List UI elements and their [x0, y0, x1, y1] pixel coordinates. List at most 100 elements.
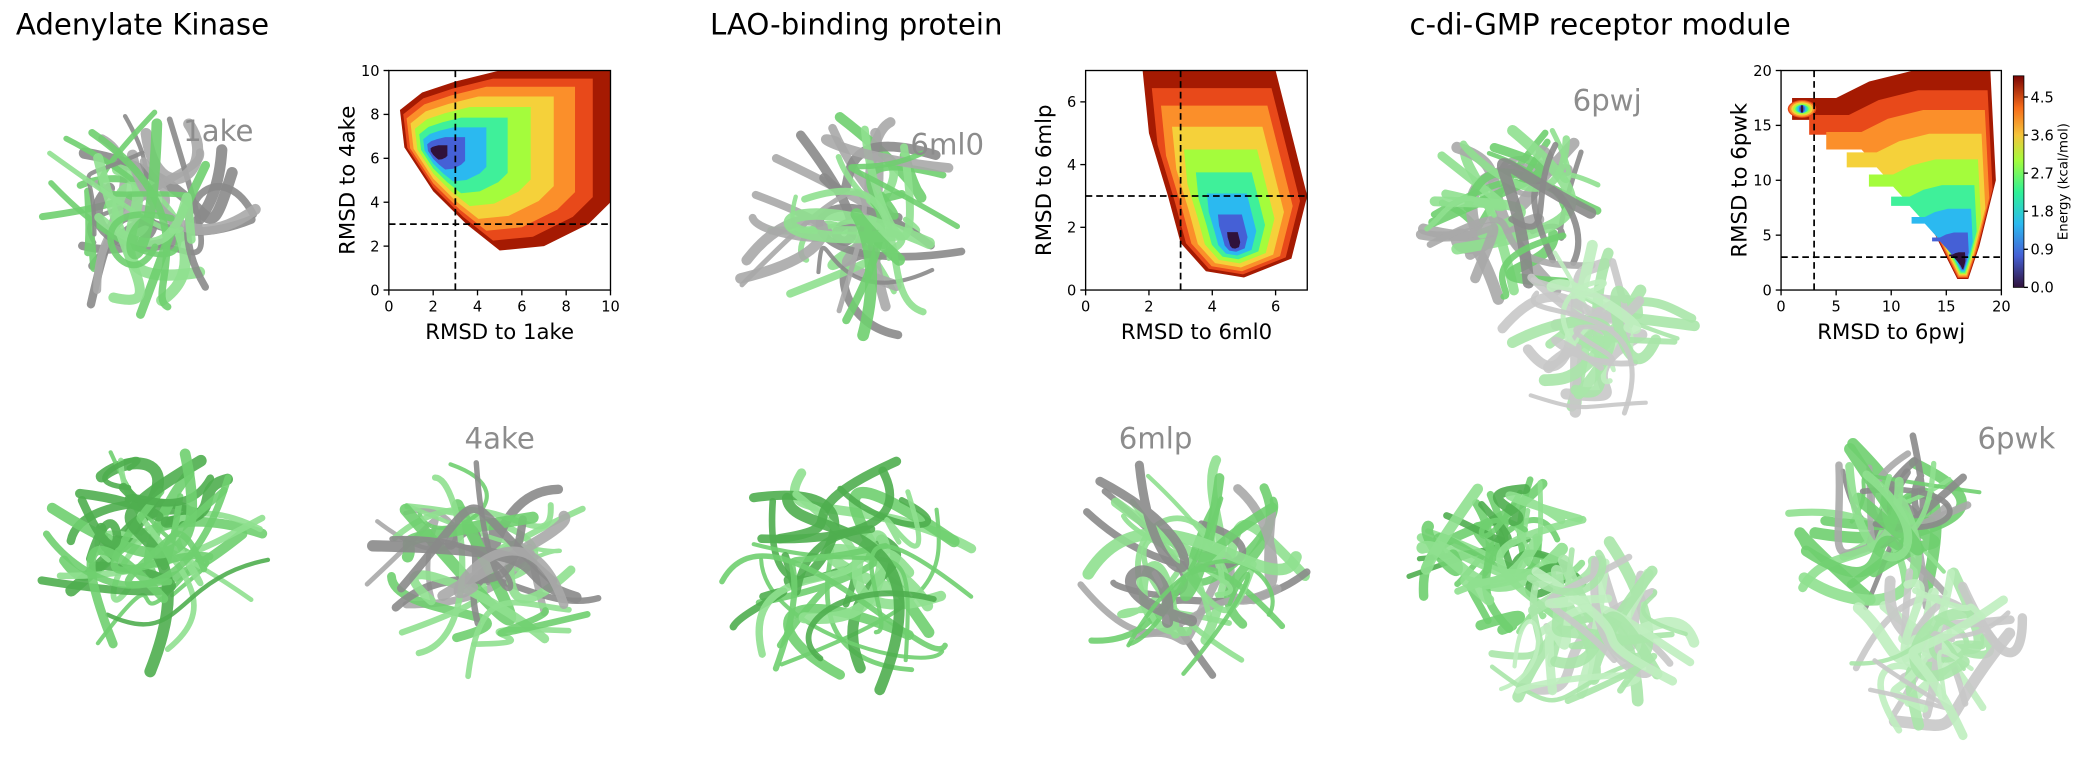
ribbon	[1544, 594, 1613, 609]
density-level	[430, 145, 448, 160]
x-tick-label: 15	[1937, 298, 1956, 315]
x-tick-label: 20	[1992, 298, 2011, 315]
y-tick-label: 0	[1762, 282, 1771, 299]
y-tick-label: 0	[370, 282, 379, 299]
ribbon	[1560, 279, 1607, 348]
ribbon	[805, 590, 937, 662]
colorbar	[2012, 75, 2025, 288]
y-tick-label: 20	[1753, 63, 1772, 80]
density-level	[1227, 232, 1241, 249]
y-tick-label: 8	[370, 107, 379, 124]
ribbon	[884, 489, 922, 549]
ribbon	[1499, 232, 1567, 300]
ribbon	[1526, 549, 1607, 596]
colorbar-tick-label: 4.5	[2031, 89, 2054, 106]
colorbar-tick-label: 2.7	[2031, 165, 2054, 182]
ribbon	[850, 208, 906, 342]
panel-title: c-di-GMP receptor module	[1409, 8, 1790, 42]
ribbon	[783, 208, 935, 249]
protein-structure	[719, 456, 977, 696]
ribbon	[781, 492, 905, 696]
ribbon	[1908, 595, 2008, 741]
ribbon	[110, 510, 263, 603]
ribbon	[1497, 158, 1597, 289]
ribbon	[798, 549, 915, 625]
colorbar-tick-label: 0.9	[2031, 242, 2054, 259]
y-tick-label: 15	[1753, 118, 1772, 135]
y-tick-label: 0	[1067, 282, 1076, 299]
x-tick-label: 4	[1208, 298, 1217, 315]
colorbar-tick-label: 3.6	[2031, 127, 2054, 144]
ribbon	[1424, 195, 1497, 232]
protein-structure	[1497, 239, 1700, 418]
colorbar-label: Energy (kcal/mol)	[2057, 123, 2072, 240]
ribbon	[1492, 484, 1531, 527]
ribbon	[1912, 587, 1986, 620]
ribbon	[848, 150, 961, 230]
ribbon	[869, 544, 974, 635]
density-map	[1142, 70, 1308, 278]
ribbon	[124, 486, 228, 589]
x-tick-label: 2	[1144, 298, 1153, 315]
x-axis-label: RMSD to 1ake	[425, 320, 574, 345]
y-axis-label: RMSD to 4ake	[335, 106, 360, 255]
protein-structure	[1077, 455, 1311, 679]
ribbon	[1498, 619, 1541, 692]
ribbon	[1082, 528, 1302, 580]
density-map	[1787, 70, 1996, 280]
structure-label: 6pwk	[1977, 421, 2055, 455]
ribbon	[1181, 571, 1251, 676]
structure-label: 6ml0	[910, 127, 984, 161]
y-axis-label: RMSD to 6pwk	[1728, 102, 1753, 257]
ribbon	[1845, 462, 1913, 562]
ribbon	[1420, 483, 1484, 575]
ribbon	[1544, 616, 1572, 696]
ribbon	[88, 129, 172, 311]
ribbon	[1459, 135, 1571, 192]
ribbon	[1641, 589, 1688, 637]
colorbar-tick-label: 1.8	[2031, 204, 2054, 221]
y-tick-label: 6	[370, 151, 379, 168]
ribbon	[415, 474, 466, 657]
x-tick-label: 5	[1831, 298, 1840, 315]
y-tick-label: 2	[370, 238, 379, 255]
ribbon	[1505, 491, 1584, 525]
structure-label: 1ake	[183, 114, 253, 148]
ribbon	[84, 187, 98, 272]
ribbon	[719, 553, 948, 652]
ribbon	[1489, 657, 1645, 703]
ribbon	[184, 182, 257, 291]
y-tick-label: 6	[1067, 94, 1076, 111]
ribbon	[1551, 336, 1639, 371]
ribbon	[124, 474, 215, 507]
ribbon	[1844, 443, 1925, 556]
ribbon	[1785, 508, 1910, 589]
ribbon	[1546, 279, 1642, 334]
ribbon	[1475, 610, 1525, 635]
y-tick-label: 2	[1067, 220, 1076, 237]
panel-title: LAO-binding protein	[710, 8, 1003, 42]
ribbon	[497, 607, 591, 637]
protein-structure	[1488, 536, 1700, 707]
ribbon	[124, 454, 207, 678]
structure-label: 4ake	[465, 421, 535, 455]
ribbon	[774, 456, 902, 544]
ribbon	[367, 540, 582, 604]
x-tick-label: 4	[473, 298, 482, 315]
ribbon	[409, 570, 550, 644]
x-tick-label: 0	[1776, 298, 1785, 315]
ribbon	[1794, 527, 1876, 606]
protein-structure	[38, 109, 261, 319]
ribbon	[1530, 290, 1635, 416]
ribbon	[1528, 393, 1648, 410]
ribbon	[48, 135, 182, 258]
ribbon	[77, 495, 122, 564]
structure-label: 6pwj	[1573, 83, 1642, 117]
y-tick-label: 4	[1067, 157, 1076, 174]
protein-structure	[735, 112, 966, 342]
plot-frame	[388, 69, 612, 291]
x-tick-label: 10	[1882, 298, 1901, 315]
y-tick-label: 5	[1762, 227, 1771, 244]
ribbon	[126, 118, 163, 260]
